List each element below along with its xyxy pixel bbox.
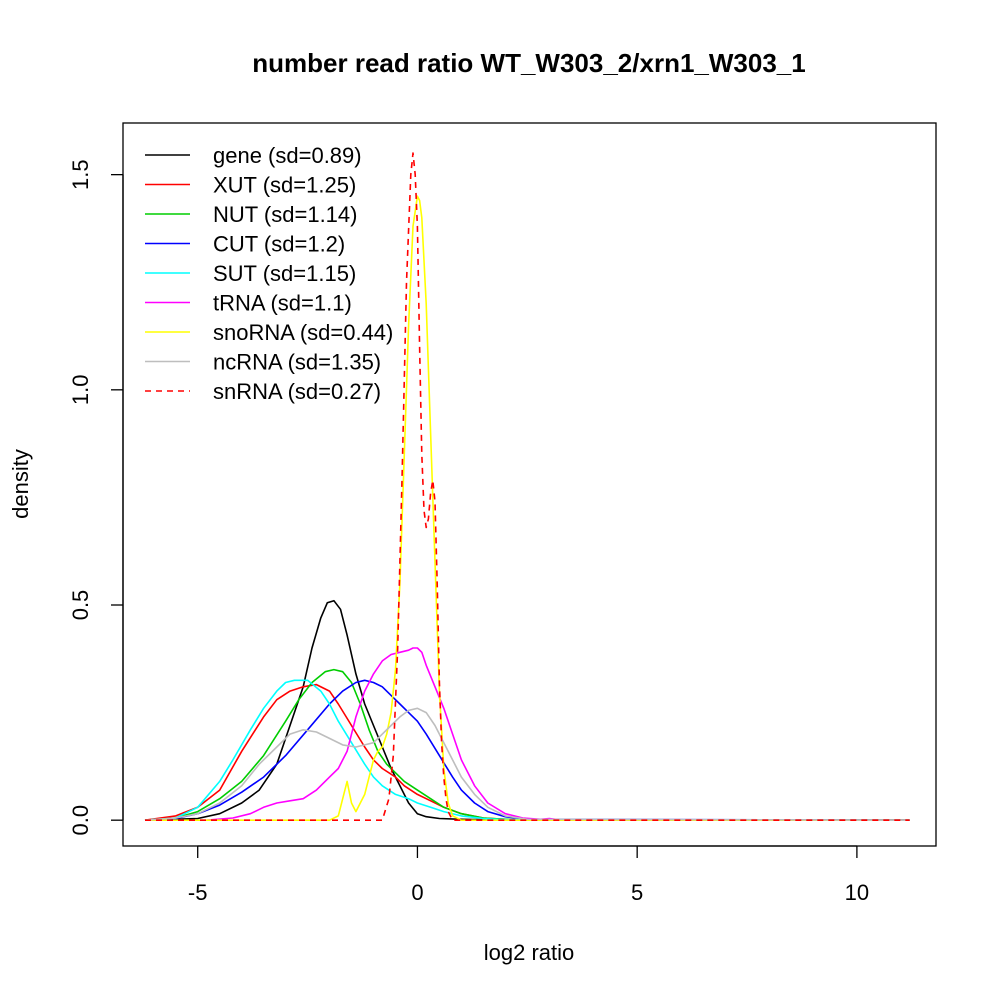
y-tick-label: 0.0 [68,805,93,836]
legend-label-7: ncRNA (sd=1.35) [213,350,381,375]
legend-label-6: snoRNA (sd=0.44) [213,320,393,345]
legend-label-5: tRNA (sd=1.1) [213,291,352,316]
series-layer [144,152,910,822]
x-tick-label: 5 [631,880,643,905]
series-line-4 [144,679,910,822]
legend: gene (sd=0.89) XUT (sd=1.25) NUT (sd=1.14)… [145,143,393,404]
series-line-0 [144,599,910,822]
y-tick-label: 1.5 [68,159,93,190]
legend-label-8: snRNA (sd=0.27) [213,379,381,404]
y-tick-label: 0.5 [68,590,93,621]
series-line-3 [144,679,910,822]
legend-label-2: NUT (sd=1.14) [213,202,357,227]
legend-label-0: gene (sd=0.89) [213,143,362,168]
y-tick-label: 1.0 [68,375,93,406]
plot-frame [122,122,937,847]
series-line-7 [144,707,910,822]
x-tick-label: 10 [845,880,869,905]
y-axis-label: density [8,449,33,519]
x-tick-label: 0 [411,880,423,905]
legend-label-4: SUT (sd=1.15) [213,261,356,286]
x-axis-label: log2 ratio [484,940,575,965]
series-line-5 [206,647,910,822]
x-tick-label: -5 [188,880,208,905]
legend-label-3: CUT (sd=1.2) [213,232,345,257]
chart-title: number read ratio WT_W303_2/xrn1_W303_1 [252,48,805,78]
legend-label-1: XUT (sd=1.25) [213,173,356,198]
